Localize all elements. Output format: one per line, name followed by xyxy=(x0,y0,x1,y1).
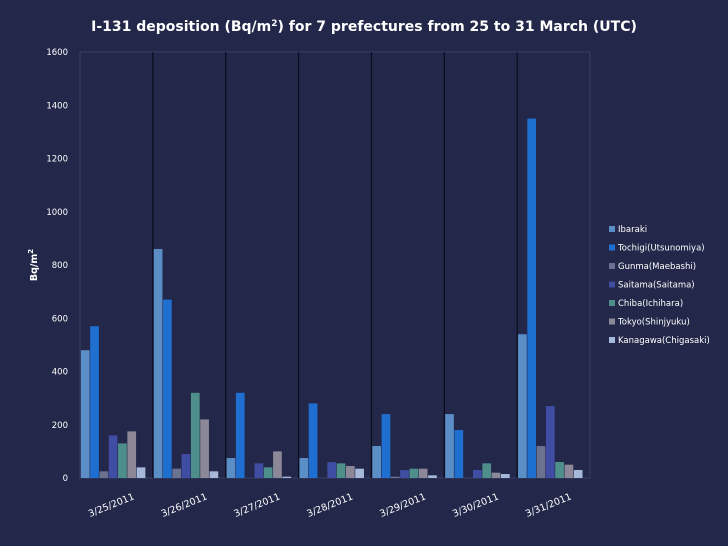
x-tick-label: 3/31/2011 xyxy=(524,491,573,519)
legend-swatch xyxy=(609,263,615,269)
bar-kanagawa-3 xyxy=(282,476,292,478)
bar-tokyo-1 xyxy=(127,431,137,478)
legend-label: Ibaraki xyxy=(618,225,647,235)
bar-tochigi-3 xyxy=(235,392,245,478)
bar-chiba-3 xyxy=(263,467,273,478)
bar-ibaraki-5 xyxy=(372,446,382,478)
y-axis-ticks: 0 200 400 600 800 1000 1200 1400 1600 xyxy=(46,48,68,484)
bar-saitama-2 xyxy=(181,454,191,478)
bar-ibaraki-2 xyxy=(153,249,163,478)
bar-gunma-7 xyxy=(536,446,546,478)
bar-saitama-1 xyxy=(108,435,118,478)
bar-kanagawa-2 xyxy=(209,471,219,478)
bar-ibaraki-6 xyxy=(445,414,454,478)
x-tick-label: 3/25/2011 xyxy=(87,491,136,519)
bar-saitama-3 xyxy=(254,463,264,478)
legend-label: Tochigi(Utsunomiya) xyxy=(617,244,705,254)
bar-tokyo-7 xyxy=(564,464,574,478)
legend-swatch xyxy=(609,318,615,325)
bar-tochigi-6 xyxy=(454,430,464,478)
y-tick-label: 0 xyxy=(63,474,68,484)
bar-tokyo-5 xyxy=(418,468,428,478)
bar-gunma-2 xyxy=(172,468,182,478)
bar-ibaraki-3 xyxy=(226,458,236,478)
legend-swatch xyxy=(609,244,615,251)
chart-title: I-131 deposition (Bq/m2) for 7 prefectur… xyxy=(91,19,637,35)
legend-label: Kanagawa(Chigasaki) xyxy=(618,336,710,346)
bar-saitama-6 xyxy=(473,470,482,478)
x-axis-labels: 3/25/2011 3/26/2011 3/27/2011 3/28/2011 3/29… xyxy=(87,491,573,519)
x-tick-label: 3/30/2011 xyxy=(451,491,500,519)
bar-tokyo-6 xyxy=(491,472,501,478)
bar-chiba-5 xyxy=(409,468,419,478)
bar-tokyo-3 xyxy=(273,451,282,478)
bar-kanagawa-5 xyxy=(428,475,437,478)
legend-label: Tokyo(Shinjyuku) xyxy=(617,318,690,328)
bar-tochigi-4 xyxy=(308,403,318,478)
legend: Ibaraki Tochigi(Utsunomiya) Gunma(Maebashi… xyxy=(609,225,710,346)
legend-swatch xyxy=(609,226,615,232)
y-tick-label: 200 xyxy=(52,421,68,431)
bar-chiba-6 xyxy=(482,463,492,478)
y-tick-label: 1400 xyxy=(46,101,68,111)
bar-tokyo-4 xyxy=(345,466,355,478)
y-tick-label: 600 xyxy=(52,314,68,324)
x-tick-label: 3/28/2011 xyxy=(305,491,354,519)
y-tick-label: 800 xyxy=(52,261,68,271)
y-tick-label: 1200 xyxy=(46,155,68,165)
bar-tochigi-5 xyxy=(381,414,391,478)
legend-swatch xyxy=(609,281,615,288)
bars xyxy=(80,118,583,478)
legend-label: Chiba(Ichihara) xyxy=(618,299,683,309)
x-tick-label: 3/29/2011 xyxy=(378,491,427,519)
bar-chiba-4 xyxy=(336,463,346,478)
bar-tochigi-7 xyxy=(527,118,537,478)
bar-chiba-7 xyxy=(555,462,564,478)
y-tick-label: 1000 xyxy=(46,208,68,218)
bar-saitama-5 xyxy=(400,470,409,478)
bar-saitama-7 xyxy=(545,406,555,478)
bar-tokyo-2 xyxy=(200,419,209,478)
y-tick-label: 400 xyxy=(52,368,68,378)
bar-kanagawa-4 xyxy=(355,468,364,478)
bar-chiba-1 xyxy=(118,443,127,478)
category-separators xyxy=(152,52,518,478)
x-tick-label: 3/26/2011 xyxy=(160,491,209,519)
y-tick-label: 1600 xyxy=(46,48,68,58)
bar-tochigi-1 xyxy=(90,326,99,478)
bar-gunma-1 xyxy=(99,471,109,478)
bar-ibaraki-1 xyxy=(80,350,90,478)
legend-swatch xyxy=(609,300,615,306)
bar-gunma-5 xyxy=(390,476,400,478)
legend-label: Gunma(Maebashi) xyxy=(618,262,696,272)
bar-chiba-2 xyxy=(190,392,200,478)
y-axis-label: Bq/m2 xyxy=(27,249,40,281)
bar-kanagawa-7 xyxy=(573,470,583,478)
legend-label: Saitama(Saitama) xyxy=(618,281,695,291)
bar-kanagawa-6 xyxy=(500,474,510,478)
x-tick-label: 3/27/2011 xyxy=(233,491,282,519)
legend-swatch xyxy=(609,337,615,343)
bar-tochigi-2 xyxy=(163,299,172,478)
bar-kanagawa-1 xyxy=(136,467,146,478)
bar-saitama-4 xyxy=(327,462,337,478)
bar-ibaraki-7 xyxy=(518,334,527,478)
bar-ibaraki-4 xyxy=(299,458,309,478)
